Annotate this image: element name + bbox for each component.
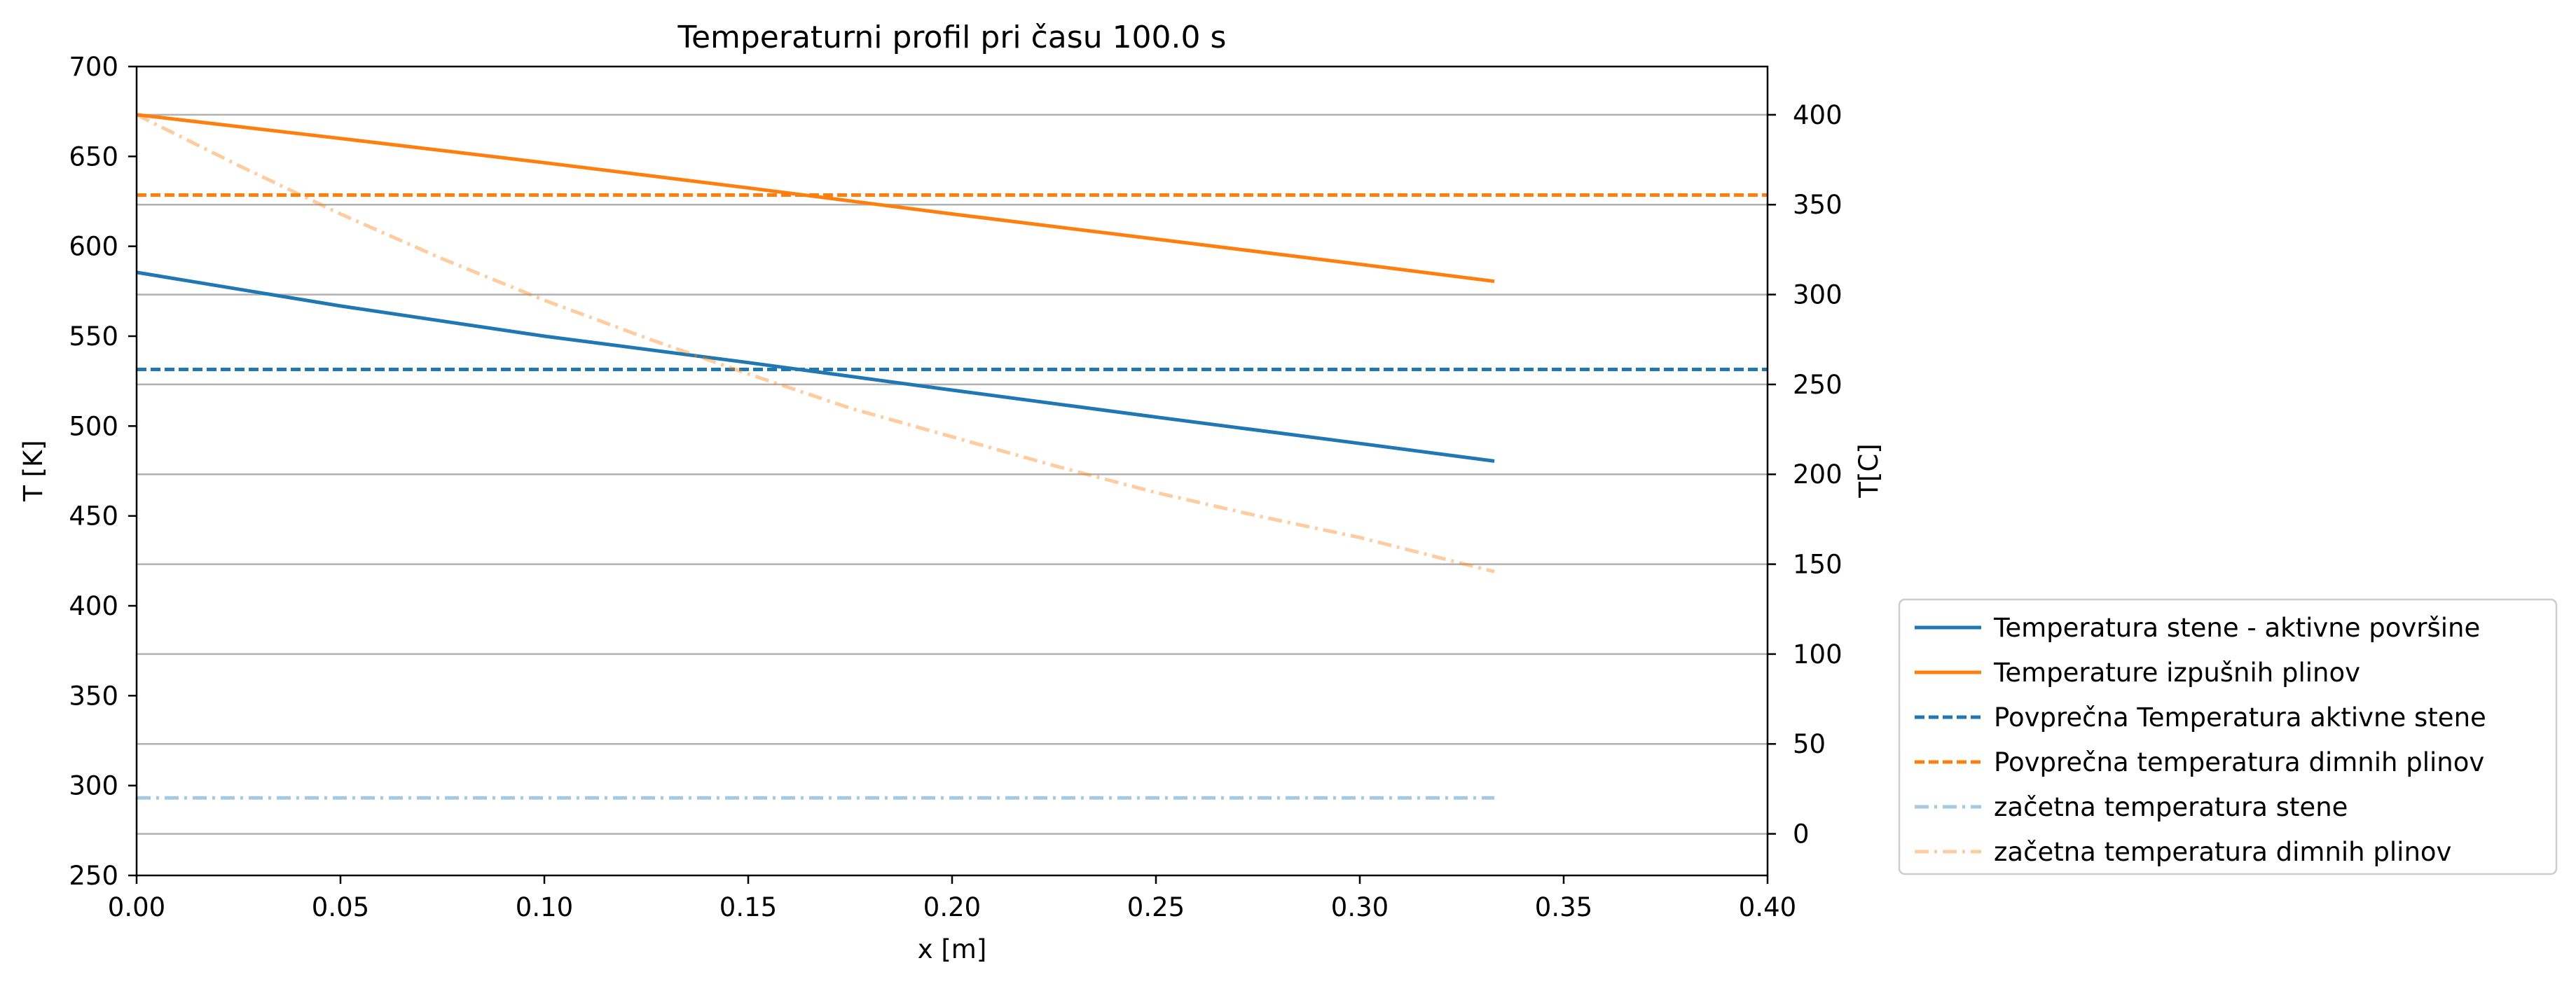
y-tick-label: 500	[69, 411, 118, 441]
y2-tick-label: 300	[1793, 280, 1843, 310]
x-tick-label: 0.05	[312, 892, 369, 922]
y-tick-label: 250	[69, 861, 118, 891]
series-line-6	[135, 113, 1495, 574]
x-axis-ticks: 0.00 0.05 0.10 0.15 0.20 0.25 0.30 0.35 0.40	[108, 875, 1796, 922]
x-tick-label: 0.20	[923, 892, 981, 922]
legend: Temperatura stene - aktivne površine Temp…	[1898, 598, 2558, 875]
y2-tick-label: 400	[1793, 100, 1843, 130]
x-tick-label: 0.40	[1739, 892, 1796, 922]
y2-tick-label: 350	[1793, 190, 1843, 220]
legend-frame	[1898, 598, 2558, 875]
x-tick-label: 0.35	[1535, 892, 1592, 922]
y2-tick-label: 100	[1793, 639, 1843, 670]
chart-title: Temperaturni profil pri času 100.0 s	[677, 20, 1227, 55]
x-tick-label: 0.00	[108, 892, 165, 922]
legend-label: Povprečna Temperatura aktivne stene	[1994, 702, 2486, 733]
legend-label: začetna temperatura dimnih plinov	[1994, 837, 2451, 867]
legend-label: Temperature izpušnih plinov	[1993, 658, 2360, 688]
grid-lines	[137, 113, 1768, 835]
legend-label: Temperatura stene - aktivne površine	[1993, 613, 2480, 643]
secondary-y-axis-ticks: 0 50 100 150 200 250 300 350 400	[1768, 100, 1843, 850]
y-tick-label: 650	[69, 141, 118, 172]
x-tick-label: 0.30	[1331, 892, 1389, 922]
y2-tick-label: 0	[1793, 819, 1810, 850]
y-tick-label: 700	[69, 52, 118, 82]
x-axis-label: x [m]	[918, 934, 987, 964]
y2-tick-label: 50	[1793, 729, 1826, 759]
y2-tick-label: 250	[1793, 370, 1843, 400]
y2-tick-label: 200	[1793, 459, 1843, 490]
y-axis-ticks: 250 300 350 400 450 500 550 600 650 700	[69, 52, 137, 891]
y-tick-label: 550	[69, 321, 118, 352]
plot-series	[135, 113, 1768, 800]
y-tick-label: 600	[69, 232, 118, 262]
y-tick-label: 400	[69, 591, 118, 621]
x-tick-label: 0.15	[719, 892, 777, 922]
x-tick-label: 0.25	[1127, 892, 1185, 922]
y2-tick-label: 150	[1793, 550, 1843, 580]
y-tick-label: 350	[69, 681, 118, 711]
legend-label: začetna temperatura stene	[1994, 792, 2348, 822]
x-tick-label: 0.10	[516, 892, 573, 922]
secondary-y-axis-label: T[C]	[1854, 443, 1884, 498]
y-axis-label: T [K]	[18, 440, 48, 502]
legend-label: Povprečna temperatura dimnih plinov	[1994, 747, 2484, 777]
series-line-1	[136, 270, 1495, 463]
y-tick-label: 300	[69, 771, 118, 801]
series-line-2	[136, 113, 1495, 284]
y-tick-label: 450	[69, 501, 118, 532]
